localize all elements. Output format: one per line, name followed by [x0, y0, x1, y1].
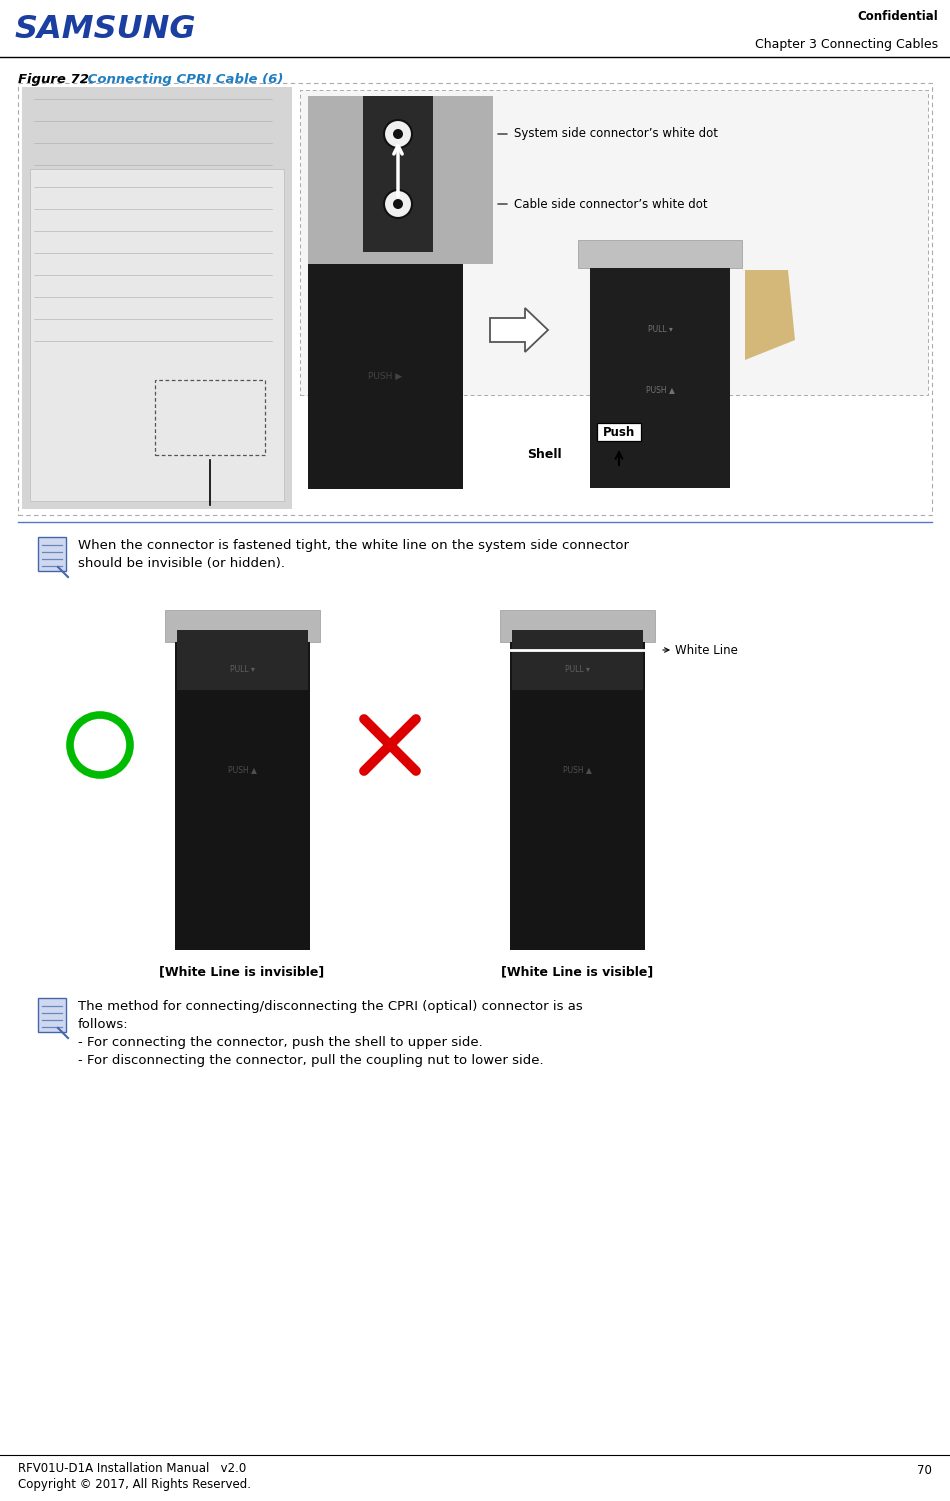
Text: Shell: Shell	[527, 449, 562, 461]
Text: RFV01U-D1A Installation Manual   v2.0: RFV01U-D1A Installation Manual v2.0	[18, 1462, 246, 1475]
Text: White Line: White Line	[675, 644, 738, 656]
Circle shape	[393, 129, 403, 140]
Text: - For disconnecting the connector, pull the coupling nut to lower side.: - For disconnecting the connector, pull …	[78, 1054, 543, 1067]
Bar	[18, 83, 932, 515]
Text: [White Line is invisible]: [White Line is invisible]	[160, 965, 325, 979]
Text: [White Line is visible]: [White Line is visible]	[501, 965, 654, 979]
Bar	[500, 609, 655, 642]
Text: Copyright © 2017, All Rights Reserved.: Copyright © 2017, All Rights Reserved.	[18, 1478, 251, 1490]
Text: SAMSUNG: SAMSUNG	[15, 14, 197, 45]
Text: The method for connecting/disconnecting the CPRI (optical) connector is as: The method for connecting/disconnecting …	[78, 1000, 582, 1013]
Bar	[512, 630, 643, 690]
FancyBboxPatch shape	[38, 537, 66, 570]
Circle shape	[384, 191, 412, 218]
Circle shape	[384, 120, 412, 149]
Text: PUSH ▲: PUSH ▲	[562, 766, 592, 775]
Text: System side connector’s white dot: System side connector’s white dot	[514, 128, 718, 141]
Text: PUSH ▶: PUSH ▶	[368, 372, 402, 380]
Bar	[155, 380, 265, 455]
Text: follows:: follows:	[78, 1018, 128, 1031]
Polygon shape	[490, 308, 548, 353]
Text: PULL ▾: PULL ▾	[564, 665, 589, 674]
FancyBboxPatch shape	[597, 423, 641, 441]
Bar	[308, 264, 463, 489]
Bar	[578, 240, 742, 269]
Text: Push: Push	[603, 425, 636, 438]
Bar	[308, 96, 493, 264]
Text: Cable side connector’s white dot: Cable side connector’s white dot	[514, 198, 708, 210]
Text: Connecting CPRI Cable (6): Connecting CPRI Cable (6)	[83, 74, 283, 86]
Polygon shape	[745, 270, 795, 360]
Text: Figure 72.: Figure 72.	[18, 74, 94, 86]
Bar	[363, 96, 433, 252]
Text: PULL ▾: PULL ▾	[230, 665, 255, 674]
Text: Confidential: Confidential	[857, 11, 938, 23]
Text: should be invisible (or hidden).: should be invisible (or hidden).	[78, 557, 285, 570]
Bar	[22, 87, 292, 509]
FancyBboxPatch shape	[38, 998, 66, 1033]
Bar	[175, 642, 310, 950]
Bar	[177, 630, 308, 690]
Text: When the connector is fastened tight, the white line on the system side connecto: When the connector is fastened tight, th…	[78, 539, 629, 552]
Text: Chapter 3 Connecting Cables: Chapter 3 Connecting Cables	[755, 38, 938, 51]
Bar	[510, 642, 645, 950]
Circle shape	[393, 200, 403, 209]
Text: PUSH ▲: PUSH ▲	[228, 766, 256, 775]
Bar	[165, 609, 320, 642]
Bar	[30, 170, 284, 501]
Bar	[590, 269, 730, 488]
Text: - For connecting the connector, push the shell to upper side.: - For connecting the connector, push the…	[78, 1036, 483, 1049]
Text: PUSH ▲: PUSH ▲	[646, 386, 674, 395]
Text: PULL ▾: PULL ▾	[648, 326, 673, 335]
Bar	[300, 90, 928, 395]
Text: 70: 70	[917, 1463, 932, 1477]
